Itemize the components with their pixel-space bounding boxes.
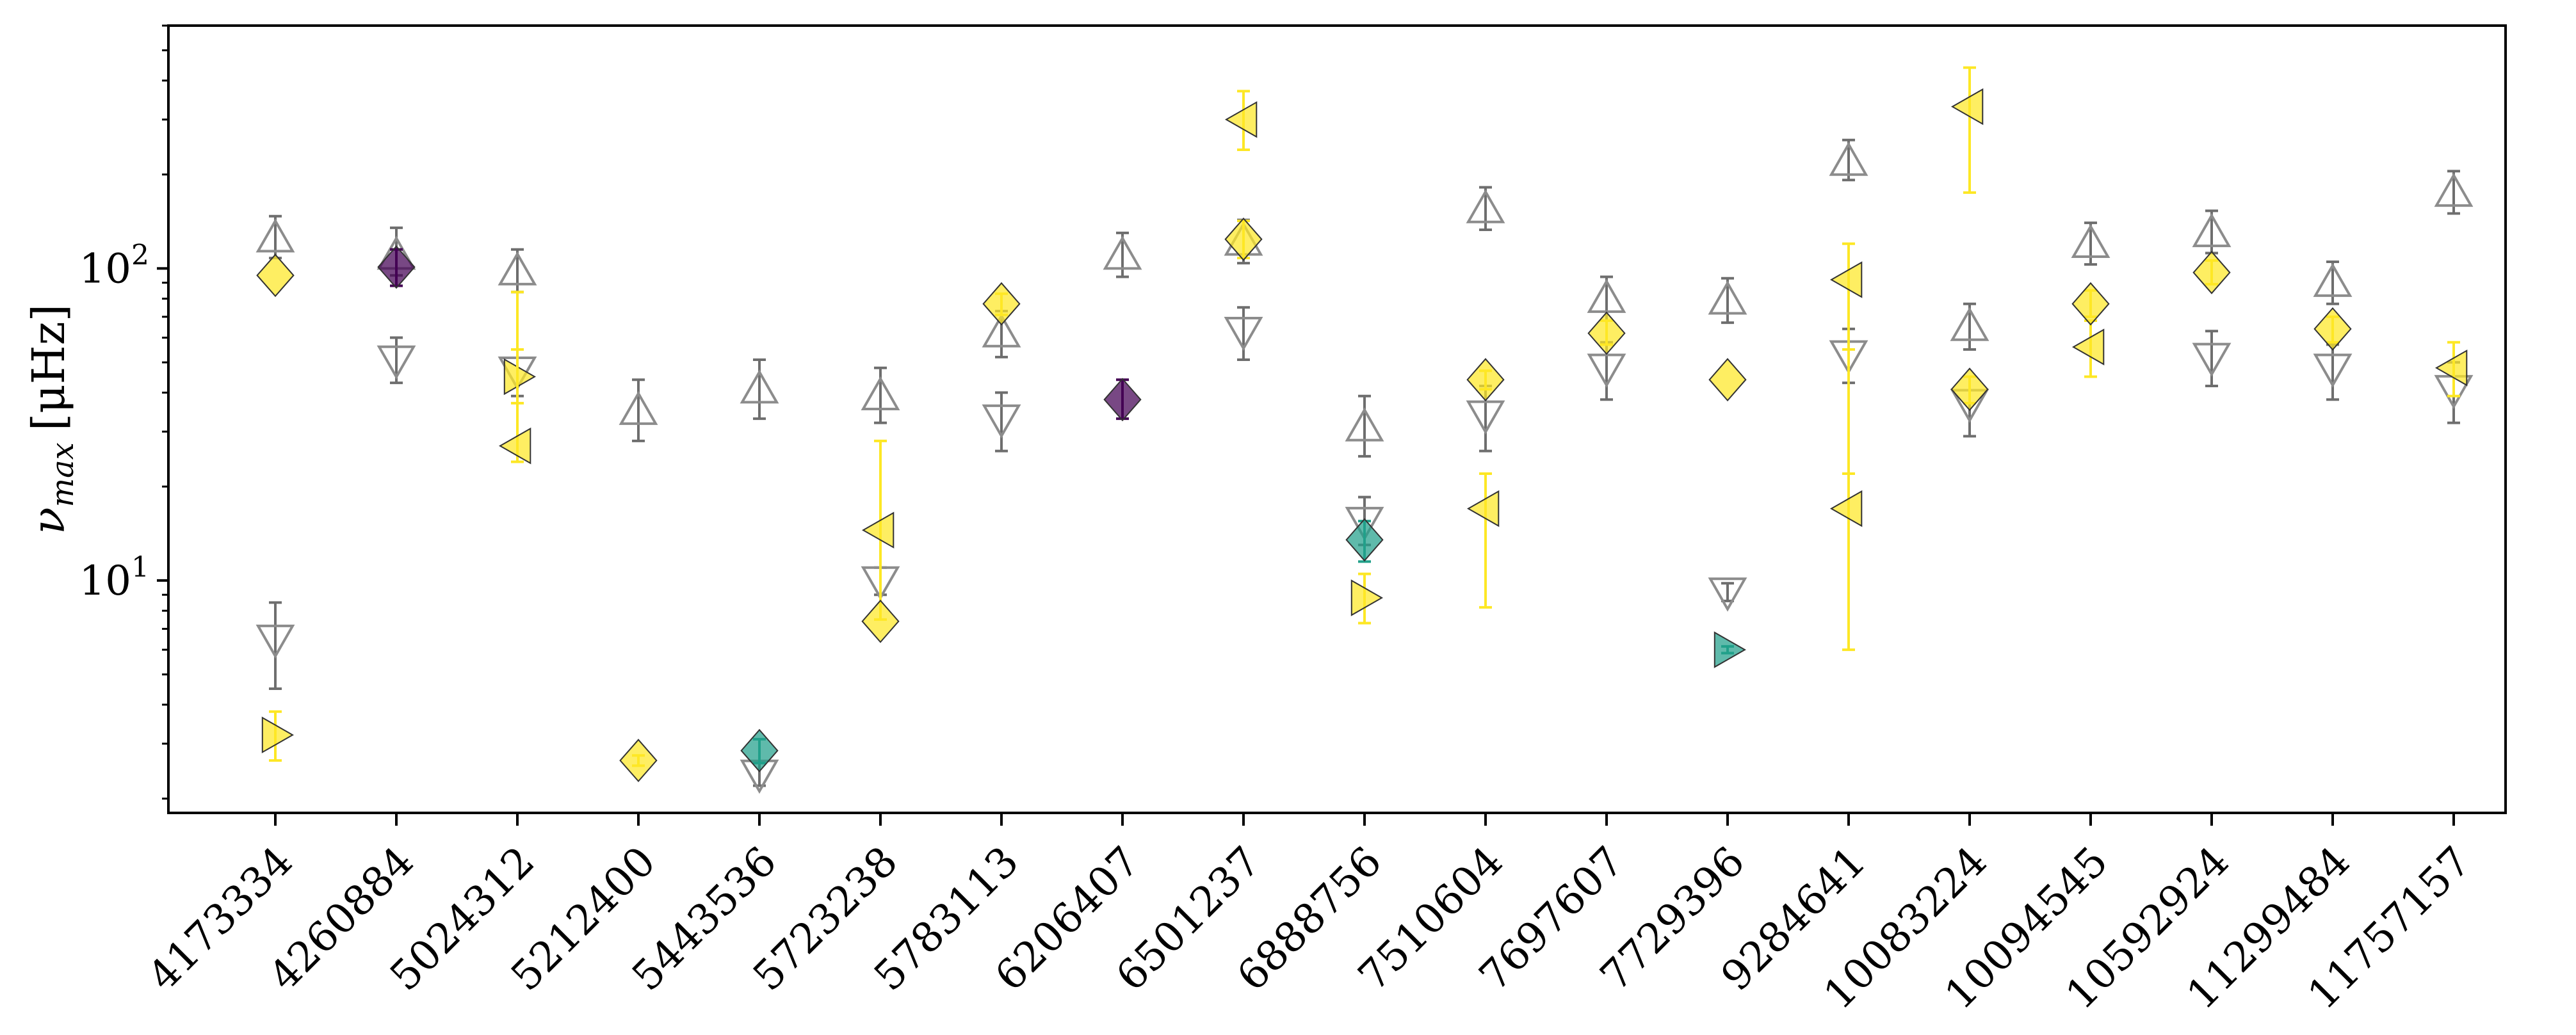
yellow-left-marker xyxy=(1224,101,1258,138)
yellow-diamond-marker xyxy=(1950,367,1989,412)
y-tick-label-exponent: 1 xyxy=(131,551,149,584)
yellow-left-marker xyxy=(2434,349,2468,387)
yellow-left-marker xyxy=(1829,261,1863,298)
data-marks xyxy=(255,66,2474,794)
teal-right-marker xyxy=(1713,631,1747,668)
gray-down-marker xyxy=(377,345,416,380)
gray-up-marker xyxy=(740,369,779,404)
y-axis-label-symbol: ν xyxy=(22,507,75,534)
gray-up-marker xyxy=(982,313,1021,348)
y-axis-label-unit: [μHz] xyxy=(22,304,75,431)
gray-up-marker xyxy=(1345,407,1384,442)
yellow-diamond-marker xyxy=(2071,282,2110,326)
yellow-diamond-marker xyxy=(1708,358,1747,402)
yellow-diamond-marker xyxy=(861,599,900,643)
yellow-diamond-marker xyxy=(2192,250,2231,294)
yellow-diamond-marker xyxy=(619,739,658,783)
y-tick-label-exponent: 2 xyxy=(131,239,149,271)
gray-down-marker xyxy=(1224,317,1263,351)
y-tick-label-base: 10 xyxy=(79,558,131,605)
gray-up-marker xyxy=(1708,280,1747,315)
yellow-right-marker xyxy=(261,716,295,753)
gray-up-marker xyxy=(619,390,658,425)
gray-up-marker xyxy=(1950,307,1989,341)
gray-down-marker xyxy=(255,624,295,659)
yellow-diamond-marker xyxy=(1224,217,1263,261)
y-tick-label: 102 xyxy=(79,239,149,293)
gray-down-marker xyxy=(1466,400,1505,435)
yellow-left-marker xyxy=(861,511,895,549)
y-axis-label: νmax [μHz] xyxy=(22,304,81,534)
gray-up-marker xyxy=(2313,262,2353,297)
teal-diamond-marker xyxy=(740,728,779,773)
yellow-right-marker xyxy=(1350,579,1384,616)
y-tick-label-base: 10 xyxy=(79,245,131,293)
yellow-diamond-marker xyxy=(1587,311,1626,355)
gray-up-marker xyxy=(861,376,900,410)
yellow-right-marker xyxy=(503,358,537,396)
gray-up-marker xyxy=(2434,172,2474,207)
gray-down-marker xyxy=(1708,577,1747,612)
purple-diamond-marker xyxy=(1103,378,1142,422)
yellow-left-marker xyxy=(1466,490,1500,527)
gray-down-marker xyxy=(982,404,1021,439)
gray-up-marker xyxy=(1103,236,1142,270)
gray-up-marker xyxy=(1466,189,1505,223)
gray-up-marker xyxy=(2071,223,2110,258)
gray-up-marker xyxy=(498,251,537,285)
yellow-diamond-marker xyxy=(256,253,295,298)
gray-down-marker xyxy=(1345,506,1384,542)
teal-diamond-marker xyxy=(1345,518,1384,562)
plot-frame xyxy=(167,24,2507,814)
yellow-left-marker xyxy=(1829,490,1863,527)
gray-down-marker xyxy=(2192,342,2232,377)
gray-down-marker xyxy=(2313,353,2353,388)
yellow-diamond-marker xyxy=(982,282,1021,326)
gray-up-marker xyxy=(2192,213,2232,248)
y-tick-label: 101 xyxy=(79,551,149,605)
yellow-diamond-marker xyxy=(1466,358,1505,402)
yellow-diamond-marker xyxy=(2313,307,2352,351)
purple-diamond-marker xyxy=(377,245,416,289)
yellow-left-marker xyxy=(2071,328,2105,365)
y-axis-label-subscript: max xyxy=(45,442,81,507)
gray-up-marker xyxy=(1829,141,1868,176)
yellow-left-marker xyxy=(1950,88,1984,125)
yellow-left-marker xyxy=(498,427,531,465)
gray-up-marker xyxy=(255,218,295,253)
